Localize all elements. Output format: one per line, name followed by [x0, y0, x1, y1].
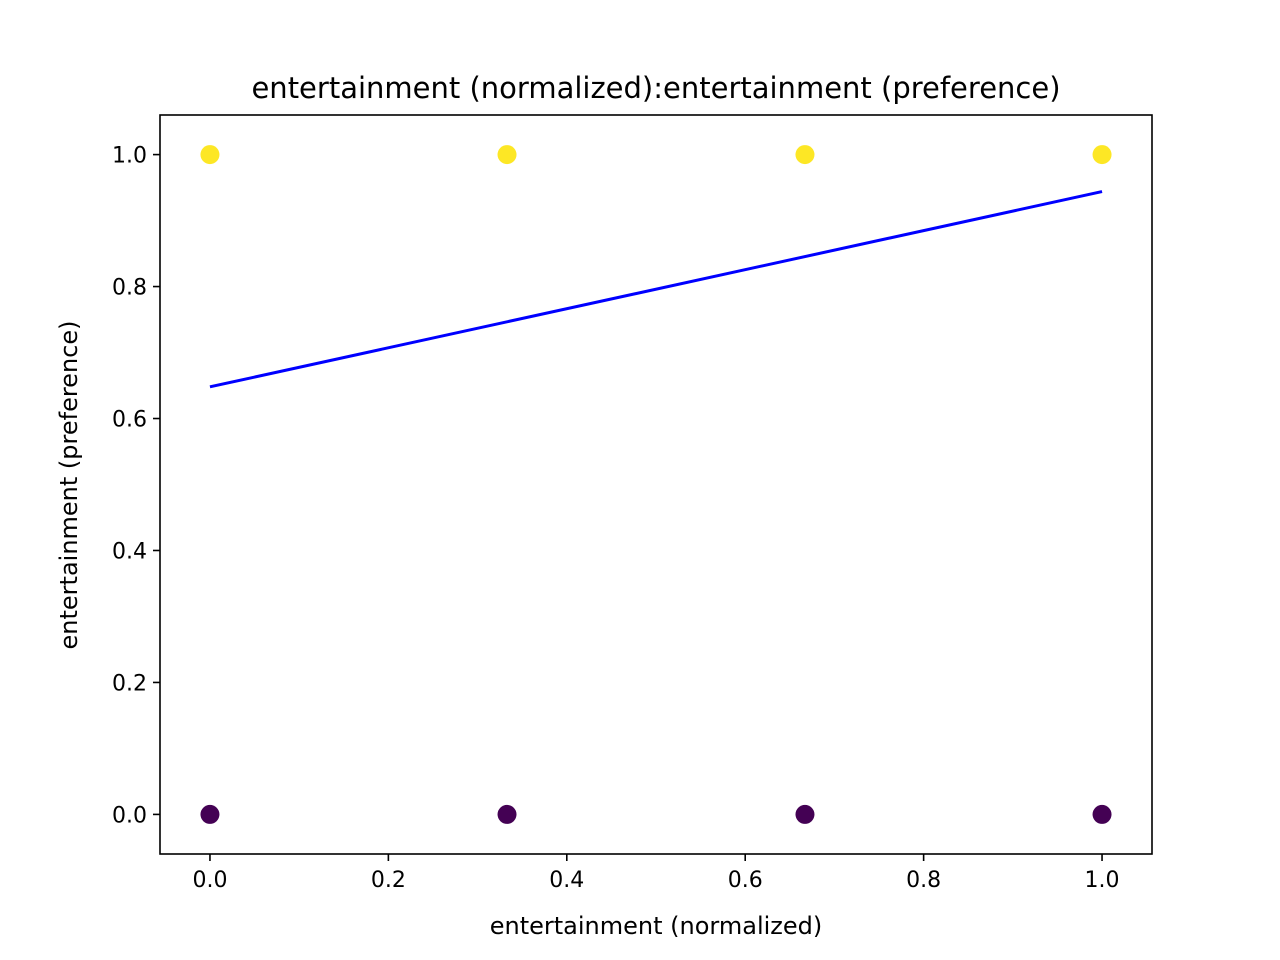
fit-line: [209, 190, 1103, 389]
x-axis-label: entertainment (normalized): [490, 912, 823, 940]
y-tick-label-0: 0.0: [112, 803, 147, 828]
scatter-point-2: [795, 145, 815, 165]
chart-title: entertainment (normalized):entertainment…: [251, 71, 1060, 105]
x-axis: 0.0 0.2 0.4 0.6 0.8 1.0: [192, 854, 1120, 893]
x-tick-label-2: 0.4: [549, 868, 584, 893]
scatter-point-5: [497, 804, 517, 824]
x-tick-label-1: 0.2: [371, 868, 406, 893]
scatter-point-4: [200, 804, 220, 824]
plot-area: [200, 145, 1112, 824]
plot-frame: [159, 114, 1153, 855]
y-tick-label-4: 0.8: [112, 276, 147, 301]
y-axis-label: entertainment (preference): [55, 321, 83, 650]
x-tick-label-5: 1.0: [1085, 868, 1120, 893]
scatter-point-1: [497, 145, 517, 165]
y-tick-label-3: 0.6: [112, 408, 147, 433]
y-tick-label-1: 0.2: [112, 671, 147, 696]
scatter-point-3: [1092, 145, 1112, 165]
y-tick-label-5: 1.0: [112, 144, 147, 169]
x-tick-label-3: 0.6: [728, 868, 763, 893]
scatter-point-7: [1092, 804, 1112, 824]
y-tick-label-2: 0.4: [112, 539, 147, 564]
x-tick-label-0: 0.0: [192, 868, 227, 893]
x-tick-label-4: 0.8: [906, 868, 941, 893]
scatter-point-0: [200, 145, 220, 165]
scatter-point-6: [795, 804, 815, 824]
y-axis: 0.0 0.2 0.4 0.6 0.8 1.0: [112, 144, 160, 828]
